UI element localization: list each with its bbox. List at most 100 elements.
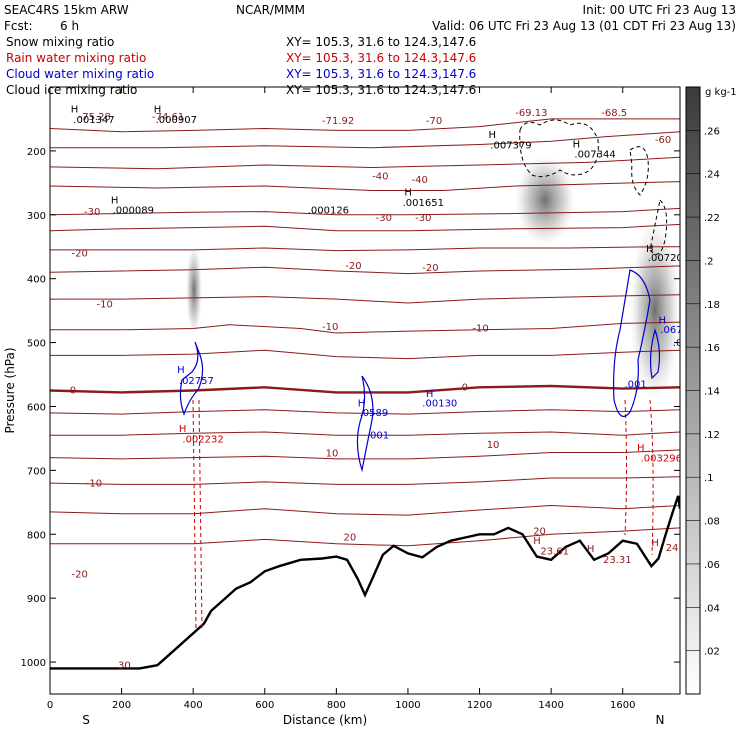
temperature-contour (50, 431, 680, 436)
cloud-water-contour-1 (179, 341, 204, 416)
contour-label: H (71, 105, 79, 116)
contour-label: 24.22 (666, 543, 695, 554)
contour-label: -70 (426, 116, 442, 127)
north-label: N (656, 713, 665, 727)
colorbar-tick-label: .1 (704, 473, 714, 484)
valid-time: Valid: 06 UTC Fri 23 Aug 13 (01 CDT Fri … (432, 19, 736, 33)
snow-contour-2 (629, 146, 649, 196)
contour-label: H (533, 536, 541, 547)
temperature-contour (50, 118, 680, 133)
plot-frame (49, 86, 681, 695)
contour-label: H (177, 365, 185, 376)
colorbar-tick-label: .06 (704, 560, 720, 571)
y-axis-label: Pressure (hPa) (3, 347, 17, 433)
temperature-contour (50, 476, 680, 485)
contour-label: .06792 (660, 325, 695, 336)
south-label: S (82, 713, 90, 727)
temperature-contour (50, 449, 680, 460)
temperature-contour (50, 265, 680, 275)
legend-label: Cloud ice mixing ratio (6, 83, 137, 97)
colorbar-tick-label: .12 (704, 430, 720, 441)
legend-xy: XY= 105.3, 31.6 to 124.3,147.6 (286, 51, 476, 65)
contour-label: -69.13 (515, 108, 547, 119)
contour-label: .003296 (641, 453, 682, 464)
colorbar-tick-label: .14 (704, 387, 720, 398)
x-axis-label: Distance (km) (283, 713, 367, 727)
colorbar-tick-label: .16 (704, 343, 720, 354)
contour-label: .0589 (360, 408, 389, 419)
contour-label: -10 (322, 322, 338, 333)
contour-label: .00130 (422, 399, 457, 410)
contour-label: 10 (326, 448, 339, 459)
y-tick-label: 900 (27, 594, 46, 605)
contour-label: .007206 (648, 253, 689, 264)
contour-label: .001347 (73, 115, 114, 126)
temperature-contours (50, 118, 680, 547)
contour-label: -20 (72, 248, 88, 259)
legend-label: Rain water mixing ratio (6, 51, 146, 65)
colorbar-tick-label: .04 (704, 603, 720, 614)
contour-label: .000089 (113, 206, 154, 217)
contour-label: 0 (70, 386, 76, 397)
colorbar-tick-label: .24 (704, 170, 720, 181)
contour-label: -68.5 (601, 108, 627, 119)
colorbar-tick-label: .02 (704, 647, 720, 658)
contour-label: -30 (84, 207, 100, 218)
cloud-water-contour-3 (613, 269, 651, 418)
contour-label: .001 (673, 338, 695, 349)
contour-label: 10 (487, 440, 500, 451)
contour-label: H (587, 544, 595, 555)
temperature-contour (50, 527, 680, 547)
contour-label: 0 (462, 383, 468, 394)
contour-label: -20 (422, 263, 438, 274)
contour-label: H (573, 140, 581, 151)
contour-label: 23.61 (540, 547, 569, 558)
y-tick-label: 800 (27, 530, 46, 541)
cloud-water-contour-4 (649, 328, 661, 380)
contour-label: H (646, 244, 654, 255)
x-tick-label: 800 (327, 700, 346, 711)
snow-contour-3 (649, 198, 668, 255)
contour-label: -20 (72, 570, 88, 581)
temperature-contour (50, 156, 680, 170)
rain-contour-1 (192, 399, 203, 631)
y-tick-label: 600 (27, 402, 46, 413)
contour-label: H (426, 389, 434, 400)
contour-label: H (404, 188, 412, 199)
colorbar-tick-label: .2 (704, 256, 714, 267)
y-tick-label: 300 (27, 211, 46, 222)
legend-xy: XY= 105.3, 31.6 to 124.3,147.6 (286, 67, 476, 81)
cloud-water-contour-2 (356, 375, 374, 473)
colorbar-tick-label: .22 (704, 213, 720, 224)
contour-label: -74.61 (152, 112, 184, 123)
y-tick-label: 500 (27, 339, 46, 350)
contour-label: .02757 (179, 376, 214, 387)
contour-label: 20 (344, 533, 357, 544)
temperature-contour (50, 321, 680, 334)
y-tick-label: 400 (27, 275, 46, 286)
axes: 0 200 400 600 800 1000 1200 1400 160020030040050… (3, 87, 680, 727)
contour-label: -40 (372, 172, 388, 183)
x-tick-label: 1400 (538, 700, 563, 711)
ice-shading-2 (515, 155, 575, 245)
snow-contour-1 (519, 119, 599, 178)
contour-label: -10 (86, 478, 102, 489)
temperature-contour (50, 246, 680, 252)
colorbar-tick-label: .18 (704, 300, 720, 311)
x-tick-label: 400 (184, 700, 203, 711)
contour-label: H (154, 105, 162, 116)
contour-label: .007344 (574, 149, 615, 160)
contour-labels: -75.28 -74.61 -71.92 -70 -69.13 -68.5 -60 -40 -4… (70, 105, 695, 672)
contour-label: -10 (97, 299, 113, 310)
temperature-contour (50, 207, 680, 216)
contour-label: -60 (655, 135, 671, 146)
x-tick-label: 1000 (395, 700, 420, 711)
temperature-contour (50, 349, 680, 360)
temperature-contour (50, 504, 680, 516)
contour-label: H (651, 538, 659, 549)
y-tick-label: 700 (27, 466, 46, 477)
contour-label: 30 (118, 660, 131, 671)
y-tick-label: 1000 (21, 658, 46, 669)
temperature-contour (50, 294, 680, 304)
x-tick-label: 1600 (610, 700, 635, 711)
